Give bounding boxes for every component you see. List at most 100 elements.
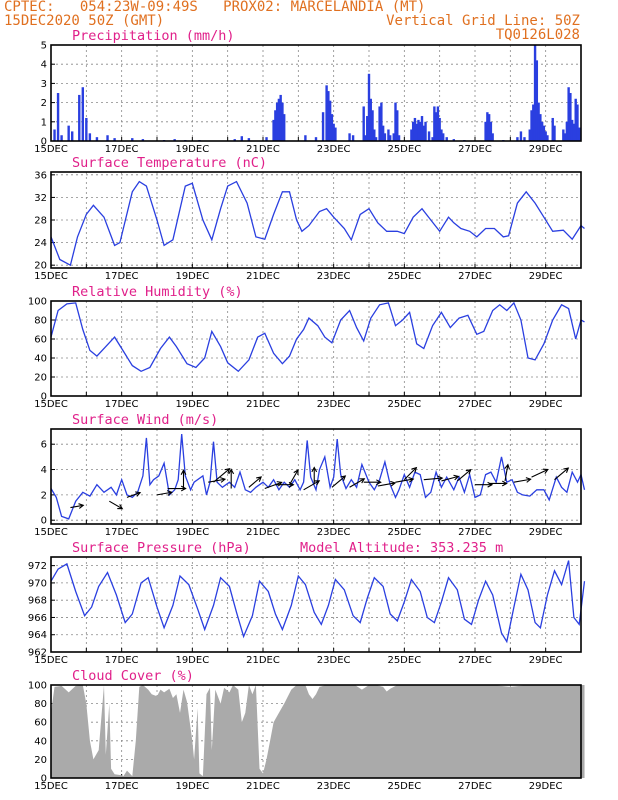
humidity-frame <box>50 300 582 397</box>
wind-vector-head <box>135 491 142 497</box>
wind-vector <box>504 464 509 482</box>
precipitation-frame <box>50 44 582 142</box>
panel-pressure: Surface Pressure (hPa) Model Altitude: 35… <box>28 540 586 666</box>
wind-vector-head <box>180 469 187 475</box>
precip-bar <box>540 121 544 141</box>
wind-xtick-label: 19DEC <box>175 527 209 538</box>
temperature-ytick-label: 36 <box>34 170 47 181</box>
cloud-cover-ytick-label: 40 <box>34 736 47 747</box>
precip-bar <box>411 121 415 141</box>
wind-ytick-label: 6 <box>41 440 47 451</box>
temperature-xtick-label: 23DEC <box>317 271 351 282</box>
humidity-series-line <box>50 301 585 373</box>
precip-bar <box>85 117 88 141</box>
precip-bar <box>576 104 579 141</box>
precip-bar <box>88 133 92 141</box>
precip-bar <box>56 93 60 141</box>
temperature-xtick-label: 15DEC <box>34 271 68 282</box>
precip-bar <box>424 121 427 141</box>
wind-xtick-label: 23DEC <box>317 527 351 538</box>
pressure-ytick-label: 966 <box>28 613 47 624</box>
precipitation-xtick-label: 23DEC <box>317 144 351 155</box>
precip-bar <box>542 125 546 141</box>
cloud-cover-frame <box>50 684 582 779</box>
precip-bar <box>334 127 337 141</box>
precip-bar <box>95 137 99 141</box>
precip-bar <box>533 45 537 141</box>
temperature-xtick-label: 29DEC <box>529 271 563 282</box>
cloud-cover-xtick-label: 19DEC <box>175 781 209 792</box>
precip-bar <box>373 129 376 141</box>
wind-series-line <box>50 434 586 520</box>
precip-bar <box>433 106 436 141</box>
wind-vector <box>331 475 346 488</box>
precip-bar <box>440 129 443 141</box>
wind-vector-head <box>411 466 418 473</box>
wind-ytick-label: 0 <box>41 516 47 527</box>
temperature-ytick-label: 32 <box>34 193 47 204</box>
pressure-ytick-label: 970 <box>28 578 47 589</box>
pressure-ytick-label: 962 <box>28 648 47 659</box>
precip-bar <box>381 125 385 141</box>
precip-bar <box>519 131 523 141</box>
precip-bar <box>369 98 372 141</box>
precip-bar <box>327 91 330 141</box>
wind-vector <box>377 482 396 487</box>
precip-bar <box>528 129 531 141</box>
precip-bar <box>394 102 397 141</box>
precip-bar <box>173 139 176 141</box>
temperature-xtick-label: 25DEC <box>387 271 421 282</box>
temperature-xtick-label: 19DEC <box>175 271 209 282</box>
precipitation-title: Precipitation (mm/h) <box>72 28 235 44</box>
precip-bar <box>544 131 547 141</box>
humidity-xtick-label: 23DEC <box>317 399 351 410</box>
precip-bar <box>516 137 519 141</box>
precip-bar <box>569 93 572 141</box>
wind-vector-head <box>228 468 235 475</box>
humidity-xtick-label: 17DEC <box>105 399 139 410</box>
cloud-cover-xtick-label: 27DEC <box>458 781 492 792</box>
pressure-title: Surface Pressure (hPa) <box>72 540 251 556</box>
humidity-title: Relative Humidity (%) <box>72 284 243 300</box>
humidity-ytick-label: 0 <box>41 392 47 403</box>
precip-bar <box>491 133 494 141</box>
wind-vector-head <box>487 481 494 488</box>
temperature-frame <box>50 171 582 269</box>
precip-bar <box>81 87 84 141</box>
precip-bar <box>351 135 355 141</box>
precip-bar <box>452 139 455 141</box>
temperature-ytick-label: 20 <box>34 261 47 272</box>
precip-bar <box>392 133 395 141</box>
humidity-ytick-label: 80 <box>34 316 47 327</box>
wind-vector-head <box>180 485 187 492</box>
precipitation-xtick-label: 21DEC <box>246 144 280 155</box>
precip-bar <box>141 139 145 141</box>
precipitation-xtick-label: 17DEC <box>105 144 139 155</box>
wind-vector <box>395 478 414 483</box>
precip-bar <box>374 137 378 141</box>
pressure-frame <box>50 556 582 653</box>
pressure-xtick-label: 15DEC <box>34 655 68 666</box>
precip-bar <box>387 129 390 141</box>
wind-xtick-label: 27DEC <box>458 527 492 538</box>
wind-vector-head <box>224 467 231 474</box>
precipitation-ytick-label: 2 <box>41 98 47 109</box>
wind-vectors <box>70 463 570 510</box>
precip-bar <box>487 114 491 141</box>
precipitation-bars <box>53 45 581 141</box>
wind-vector-head <box>542 468 549 474</box>
panel-humidity: Relative Humidity (%) 0 20 40 60 80 100 15DEC 17… <box>28 284 585 410</box>
cloud-cover-xtick-label: 29DEC <box>529 781 563 792</box>
pressure-grid <box>51 557 581 652</box>
wind-vector-head <box>465 468 472 475</box>
temperature-series-line <box>50 180 585 267</box>
wind-xtick-label: 15DEC <box>34 527 68 538</box>
humidity-ytick-label: 100 <box>28 297 47 308</box>
wind-vector-head <box>314 480 321 486</box>
pressure-xtick-label: 23DEC <box>317 655 351 666</box>
pressure-xtick-label: 17DEC <box>105 655 139 666</box>
precip-bar <box>442 133 445 141</box>
precip-bar <box>53 129 56 141</box>
cloud-cover-ytick-label: 100 <box>28 681 47 692</box>
